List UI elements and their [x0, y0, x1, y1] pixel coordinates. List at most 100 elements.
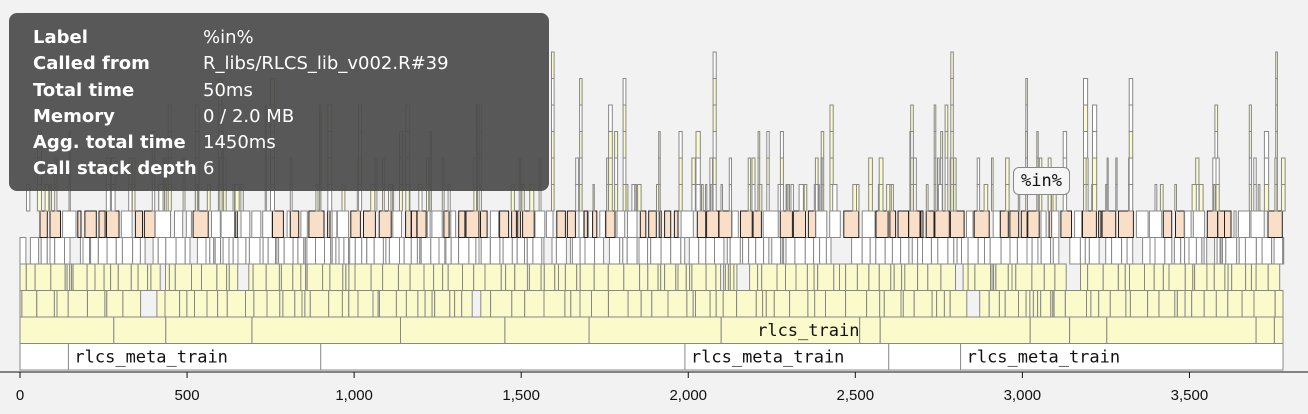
- flame-block[interactable]: [194, 290, 208, 318]
- flame-block[interactable]: [1203, 237, 1208, 265]
- flame-spike[interactable]: [820, 184, 823, 212]
- flame-block[interactable]: [742, 237, 750, 265]
- flame-block[interactable]: [106, 290, 124, 318]
- flame-block[interactable]: [977, 237, 986, 265]
- flame-spike[interactable]: [579, 157, 583, 185]
- flame-block[interactable]: [341, 290, 350, 318]
- flame-block[interactable]: [931, 237, 939, 265]
- flame-block[interactable]: [1149, 237, 1156, 265]
- flame-block[interactable]: [956, 237, 963, 265]
- flame-block-in-operator[interactable]: [39, 210, 48, 238]
- flame-block-in-operator[interactable]: [949, 210, 965, 238]
- flame-block[interactable]: [1195, 237, 1203, 265]
- flame-block[interactable]: [292, 237, 299, 265]
- flame-block-in-operator[interactable]: [658, 210, 662, 238]
- flame-block-in-operator[interactable]: [411, 210, 418, 238]
- flame-block[interactable]: [232, 237, 239, 265]
- flame-block[interactable]: [979, 290, 990, 318]
- flame-spike[interactable]: [678, 157, 683, 185]
- flame-spike[interactable]: [1106, 157, 1109, 185]
- flame-block[interactable]: [21, 290, 38, 318]
- flame-block-in-operator[interactable]: [706, 210, 720, 238]
- flame-block[interactable]: [357, 290, 374, 318]
- flame-block[interactable]: [1192, 210, 1206, 238]
- flame-block-rlcs-train[interactable]: [251, 316, 401, 344]
- flame-block[interactable]: [868, 263, 880, 291]
- flame-block[interactable]: [660, 263, 666, 291]
- flame-block[interactable]: [722, 290, 738, 318]
- flame-block[interactable]: [137, 263, 149, 291]
- flame-block[interactable]: [1040, 290, 1052, 318]
- flame-spike[interactable]: [991, 157, 994, 185]
- flame-spike[interactable]: [608, 104, 613, 132]
- flame-block[interactable]: [558, 263, 566, 291]
- flame-block[interactable]: [762, 290, 767, 318]
- flame-block[interactable]: [399, 237, 405, 265]
- flame-spike[interactable]: [701, 184, 704, 212]
- flame-spike[interactable]: [933, 157, 937, 185]
- flame-block-in-operator[interactable]: [1267, 210, 1283, 238]
- flame-spike[interactable]: [817, 184, 820, 212]
- flame-block[interactable]: [829, 210, 841, 238]
- flame-block-in-operator[interactable]: [134, 210, 143, 238]
- flame-block[interactable]: [1225, 237, 1238, 265]
- flame-block[interactable]: [593, 263, 609, 291]
- flame-block[interactable]: [1029, 290, 1034, 318]
- flame-block[interactable]: [165, 237, 177, 265]
- flame-spike[interactable]: [953, 184, 957, 212]
- flame-block[interactable]: [1255, 237, 1263, 265]
- flame-block[interactable]: [664, 263, 677, 291]
- flame-block[interactable]: [186, 290, 195, 318]
- flame-block[interactable]: [627, 290, 642, 318]
- flame-block[interactable]: [638, 237, 649, 265]
- flame-block-in-operator[interactable]: [363, 210, 376, 238]
- flame-block[interactable]: [392, 210, 402, 238]
- flame-block[interactable]: [248, 263, 254, 291]
- flame-block[interactable]: [201, 263, 218, 291]
- flame-block[interactable]: [40, 237, 48, 265]
- flame-block[interactable]: [616, 210, 626, 238]
- flame-block-in-operator[interactable]: [443, 210, 450, 238]
- flame-block-rlcs-train[interactable]: [879, 316, 1031, 344]
- flame-spike[interactable]: [1274, 157, 1278, 185]
- flame-block[interactable]: [781, 237, 784, 265]
- flame-block[interactable]: [1011, 263, 1017, 291]
- flame-block-in-operator[interactable]: [272, 210, 284, 238]
- flame-spike[interactable]: [622, 78, 627, 106]
- flame-block-in-operator[interactable]: [143, 210, 156, 238]
- flame-block-in-operator[interactable]: [499, 210, 510, 238]
- flame-block[interactable]: [733, 263, 738, 291]
- flame-spike[interactable]: [751, 157, 756, 185]
- flame-block[interactable]: [349, 237, 356, 265]
- flame-block-in-operator[interactable]: [465, 210, 480, 238]
- flame-spike[interactable]: [579, 78, 583, 106]
- flame-spike[interactable]: [913, 157, 917, 185]
- flame-block[interactable]: [651, 290, 669, 318]
- flame-block[interactable]: [122, 290, 142, 318]
- flame-block-rlcs-meta-train[interactable]: [67, 343, 322, 371]
- flame-block[interactable]: [253, 290, 268, 318]
- flame-block[interactable]: [807, 290, 816, 318]
- flame-block[interactable]: [179, 290, 188, 318]
- flame-block-in-operator[interactable]: [480, 210, 488, 238]
- flame-block[interactable]: [309, 290, 330, 318]
- flame-block[interactable]: [34, 263, 52, 291]
- flame-spike[interactable]: [728, 184, 732, 212]
- flame-block[interactable]: [50, 263, 66, 291]
- flame-block-in-operator[interactable]: [458, 210, 466, 238]
- flame-block[interactable]: [902, 290, 915, 318]
- flame-block[interactable]: [1105, 237, 1113, 265]
- flame-spike[interactable]: [933, 104, 937, 132]
- flame-block[interactable]: [278, 237, 285, 265]
- flame-block-in-operator[interactable]: [648, 210, 657, 238]
- flame-spike[interactable]: [944, 131, 949, 159]
- flame-block[interactable]: [373, 237, 384, 265]
- flame-block-in-operator[interactable]: [522, 210, 535, 238]
- flame-block-in-operator[interactable]: [925, 210, 935, 238]
- flame-block[interactable]: [729, 263, 735, 291]
- flame-block-in-operator[interactable]: [49, 210, 61, 238]
- flame-block[interactable]: [1162, 263, 1170, 291]
- flame-block[interactable]: [715, 263, 722, 291]
- flame-block[interactable]: [490, 290, 513, 318]
- flame-block[interactable]: [1069, 237, 1081, 265]
